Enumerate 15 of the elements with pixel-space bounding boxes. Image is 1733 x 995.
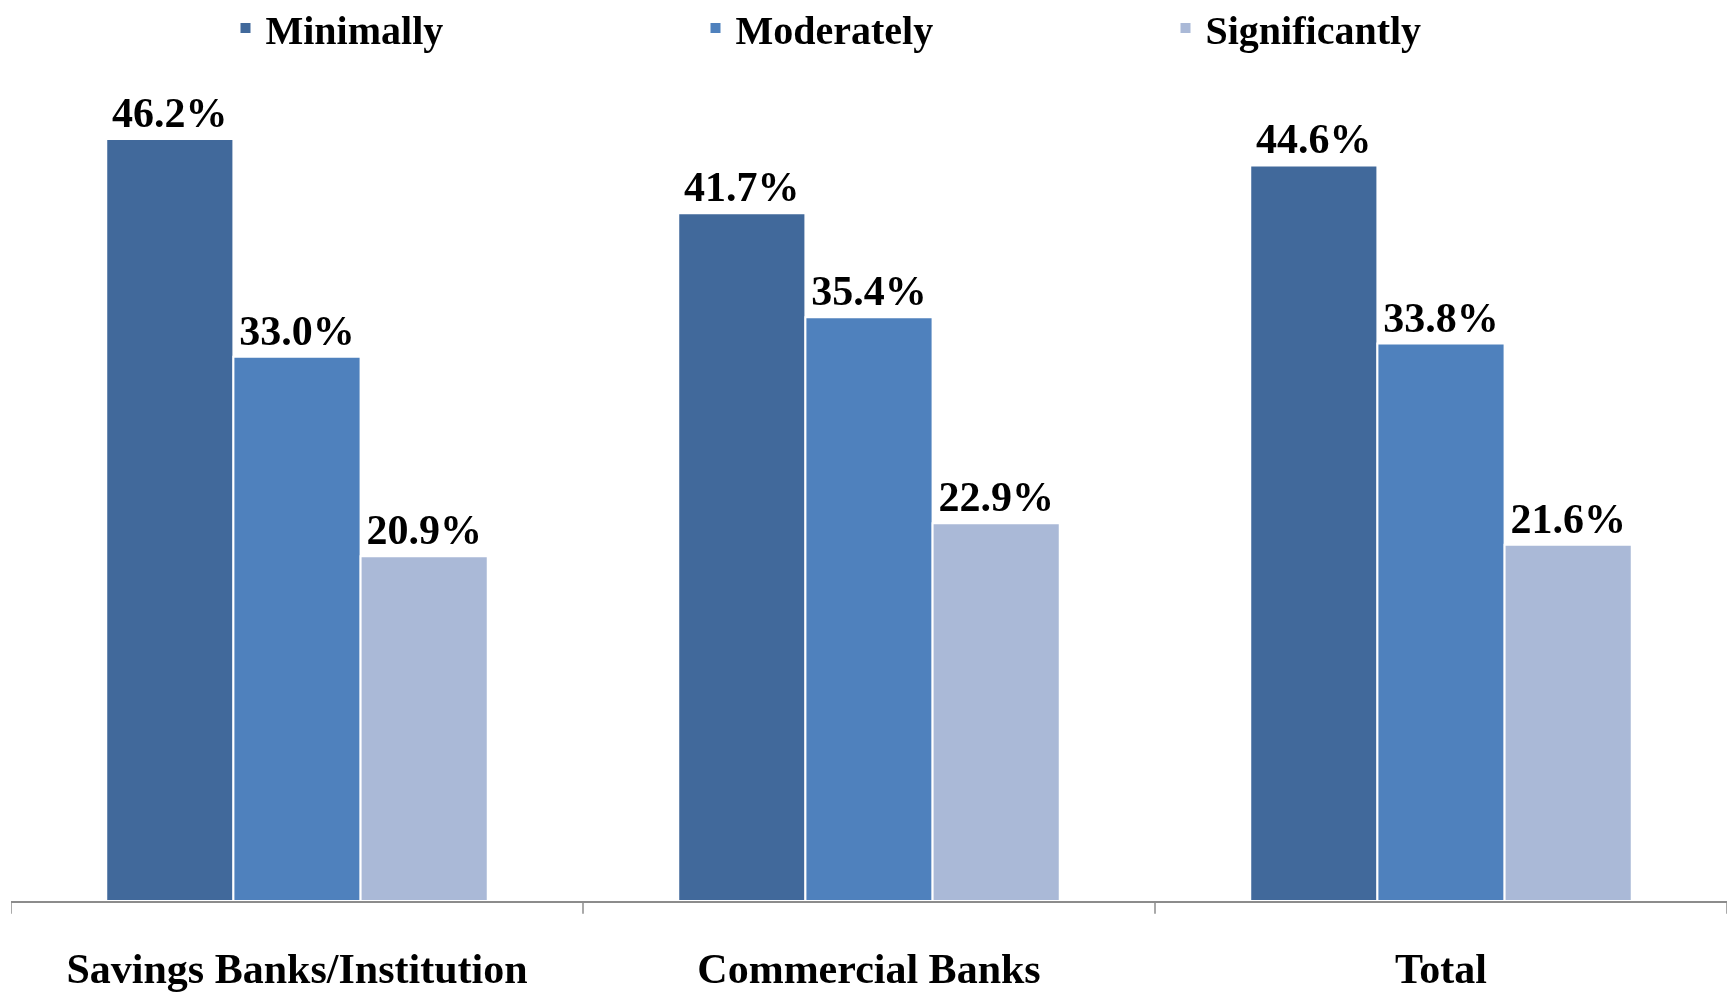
data-label: 35.4% — [811, 268, 927, 315]
data-label: 33.8% — [1383, 294, 1499, 341]
data-label: 22.9% — [938, 474, 1054, 521]
x-tick-label: Commercial Banks — [697, 946, 1041, 993]
data-label: 21.6% — [1510, 495, 1626, 542]
legend-label: Minimally — [265, 7, 444, 53]
x-tick-label: Total — [1395, 946, 1487, 993]
data-label: 20.9% — [366, 507, 482, 554]
data-label: 33.0% — [239, 307, 355, 354]
x-tick-label: Savings Banks/Institution — [66, 946, 528, 993]
data-label: 44.6% — [1256, 116, 1372, 163]
data-label: 46.2% — [112, 90, 228, 137]
legend-label: Moderately — [735, 7, 934, 53]
data-label: 41.7% — [684, 164, 800, 211]
legend-label: Significantly — [1205, 7, 1422, 53]
